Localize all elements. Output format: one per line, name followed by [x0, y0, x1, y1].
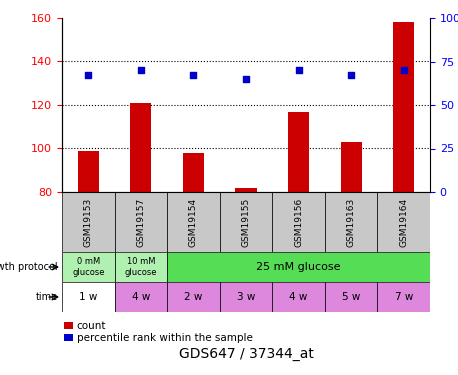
Bar — [220, 192, 273, 252]
Text: 25 mM glucose: 25 mM glucose — [256, 262, 341, 272]
Text: growth protocol: growth protocol — [0, 262, 57, 272]
Bar — [62, 282, 114, 312]
Text: count: count — [76, 321, 106, 331]
Bar — [167, 192, 220, 252]
Point — [190, 72, 197, 78]
Bar — [167, 282, 220, 312]
Text: 10 mM
glucose: 10 mM glucose — [125, 257, 157, 277]
Bar — [78, 151, 99, 192]
Text: GSM19157: GSM19157 — [136, 197, 145, 247]
Text: 3 w: 3 w — [237, 292, 255, 302]
Point — [348, 72, 355, 78]
Point — [400, 67, 407, 73]
Bar — [131, 103, 152, 192]
Text: 2 w: 2 w — [184, 292, 202, 302]
Bar — [273, 282, 325, 312]
Bar — [288, 111, 309, 192]
Bar — [183, 153, 204, 192]
Point — [85, 72, 92, 78]
Text: GSM19163: GSM19163 — [347, 197, 356, 247]
Point — [295, 67, 302, 73]
Bar — [377, 192, 430, 252]
Bar — [393, 22, 414, 192]
Text: 7 w: 7 w — [394, 292, 413, 302]
Bar — [167, 252, 430, 282]
Text: time: time — [35, 292, 57, 302]
Text: GSM19154: GSM19154 — [189, 197, 198, 247]
Text: GSM19153: GSM19153 — [84, 197, 93, 247]
Bar — [114, 252, 167, 282]
Bar — [114, 282, 167, 312]
Bar — [220, 282, 273, 312]
Text: GSM19164: GSM19164 — [399, 197, 408, 247]
Text: 4 w: 4 w — [131, 292, 150, 302]
Bar — [273, 192, 325, 252]
Text: 5 w: 5 w — [342, 292, 360, 302]
Bar — [341, 142, 362, 192]
Text: GSM19155: GSM19155 — [241, 197, 251, 247]
Bar — [325, 192, 377, 252]
Text: GDS647 / 37344_at: GDS647 / 37344_at — [179, 347, 313, 361]
Text: percentile rank within the sample: percentile rank within the sample — [76, 333, 252, 343]
Bar — [235, 188, 256, 192]
Text: GSM19156: GSM19156 — [294, 197, 303, 247]
Text: 1 w: 1 w — [79, 292, 98, 302]
Bar — [325, 282, 377, 312]
Point — [242, 76, 250, 82]
Text: 4 w: 4 w — [289, 292, 308, 302]
Bar — [62, 252, 114, 282]
Bar — [377, 282, 430, 312]
Bar — [114, 192, 167, 252]
Point — [137, 67, 145, 73]
Text: 0 mM
glucose: 0 mM glucose — [72, 257, 104, 277]
Bar — [62, 192, 114, 252]
